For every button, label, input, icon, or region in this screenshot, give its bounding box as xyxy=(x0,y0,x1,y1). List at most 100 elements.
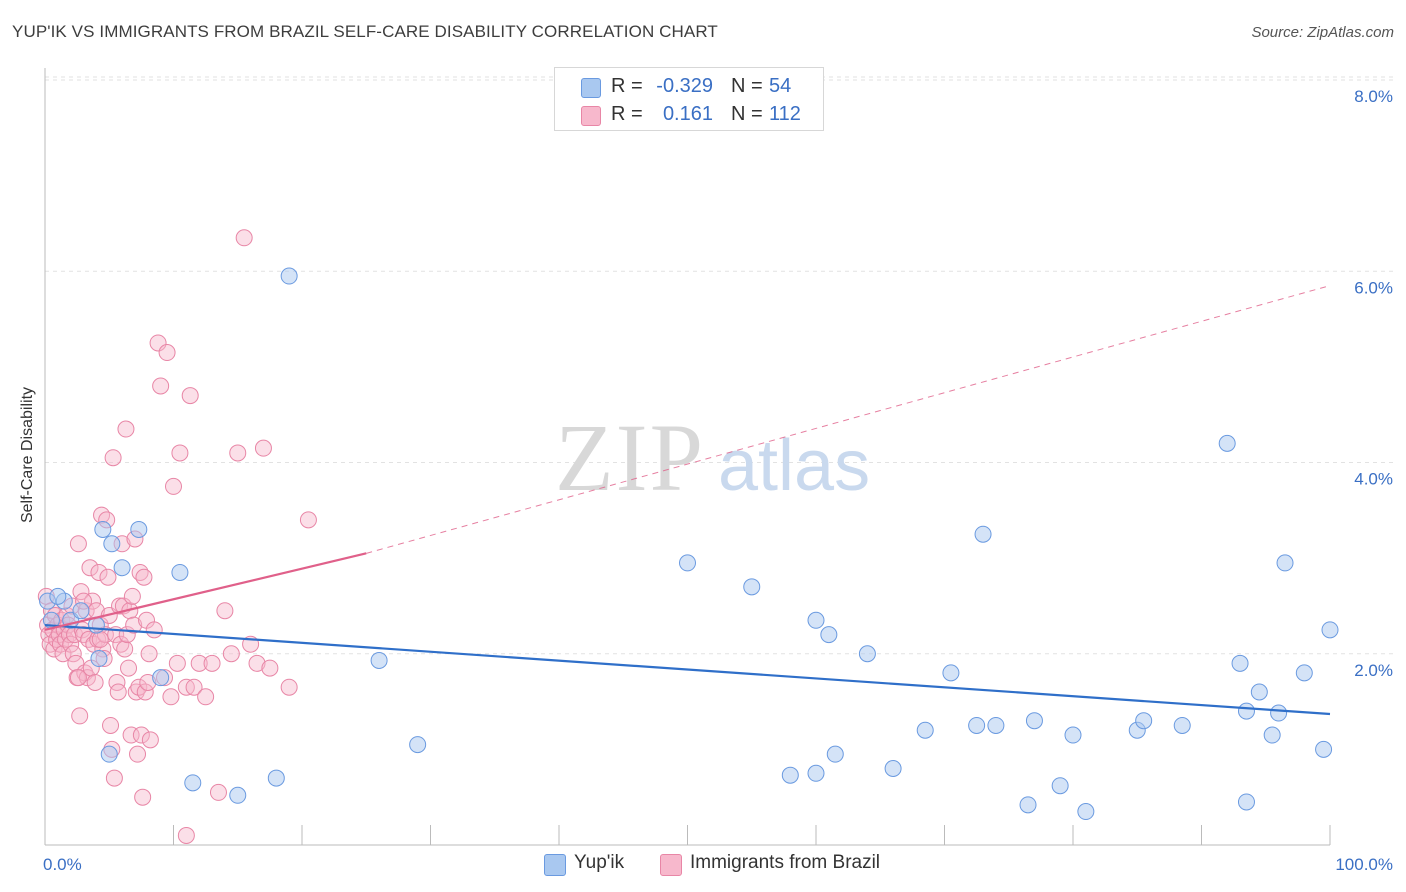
yupik-point xyxy=(942,664,960,682)
yupik-point xyxy=(267,769,285,787)
yupik-point xyxy=(1321,621,1339,639)
yupik-point xyxy=(1237,793,1255,811)
trend-lines xyxy=(44,285,1331,716)
brazil-point xyxy=(135,568,153,586)
brazil-point xyxy=(102,716,120,734)
y-tick-label: 8.0% xyxy=(1354,87,1393,106)
brazil-point xyxy=(248,654,266,672)
brazil-point xyxy=(120,659,138,677)
r-value: 0.161 xyxy=(662,103,713,125)
brazil-point xyxy=(123,587,141,605)
brazil-point xyxy=(235,229,253,247)
brazil-swatch xyxy=(581,106,601,126)
yupik-point xyxy=(743,578,761,596)
brazil-point xyxy=(104,449,122,467)
grid-lines xyxy=(45,76,1395,655)
brazil-point xyxy=(67,654,85,672)
yupik-point xyxy=(1025,712,1043,730)
brazil-point xyxy=(90,563,108,581)
yupik-point xyxy=(1263,726,1281,744)
yupik-point xyxy=(1064,726,1082,744)
yupik-point xyxy=(152,669,170,687)
yupik-point xyxy=(987,716,1005,734)
legend-label-yupik: Yup'ik xyxy=(574,852,625,873)
brazil-point xyxy=(165,477,182,495)
y-tick-label: 2.0% xyxy=(1354,661,1393,680)
brazil-point xyxy=(86,673,104,691)
yupik-point xyxy=(1019,796,1037,814)
brazil-point xyxy=(203,654,221,672)
yupik-point xyxy=(1237,702,1255,720)
brazil-point xyxy=(181,387,199,405)
brazil-point xyxy=(69,535,87,553)
brazil-point xyxy=(80,630,98,648)
x-tick-label: 0.0% xyxy=(43,855,82,874)
brazil-point xyxy=(222,645,240,663)
yupik-point xyxy=(1077,803,1095,821)
brazil-point xyxy=(145,621,163,639)
yupik-point xyxy=(1218,434,1236,452)
brazil-point xyxy=(185,678,203,696)
yupik-point xyxy=(103,535,121,553)
yupik-point xyxy=(807,764,825,782)
yupik-point xyxy=(1173,716,1191,734)
brazil-point xyxy=(127,683,145,701)
yupik-point xyxy=(916,721,934,739)
brazil-point xyxy=(141,731,159,749)
brazil-trend-line-solid xyxy=(44,552,367,631)
yupik-swatch xyxy=(581,78,601,98)
yupik-point xyxy=(370,651,388,669)
brazil-point xyxy=(132,726,150,744)
yupik-point xyxy=(49,587,67,605)
brazil-point xyxy=(149,334,167,352)
y-tick-label: 6.0% xyxy=(1354,278,1393,297)
yupik-point xyxy=(280,267,298,285)
n-value: 112 xyxy=(769,103,801,125)
brazil-point xyxy=(162,688,180,706)
brazil-point xyxy=(72,583,90,601)
series-immigrants-from-brazil xyxy=(37,229,317,844)
r-label: R = xyxy=(611,103,643,125)
brazil-point xyxy=(99,568,117,586)
brazil-point xyxy=(69,669,87,687)
yupik-point xyxy=(884,760,902,777)
stats-legend-row-yupik: R = -0.329 N = 54 xyxy=(555,72,823,102)
yupik-point xyxy=(974,525,992,543)
brazil-point xyxy=(71,707,89,725)
brazil-legend-swatch xyxy=(660,854,682,876)
yupik-point xyxy=(820,626,838,644)
brazil-point xyxy=(299,511,317,529)
yupik-point xyxy=(90,650,108,668)
yupik-point xyxy=(1270,704,1288,722)
brazil-point xyxy=(171,444,189,462)
yupik-point xyxy=(113,559,131,577)
brazil-point xyxy=(229,444,247,462)
brazil-point xyxy=(158,344,176,362)
yupik-point xyxy=(100,745,118,763)
brazil-point xyxy=(84,592,102,610)
watermark: ZIP atlas xyxy=(555,404,870,511)
brazil-point xyxy=(197,688,215,706)
yupik-point xyxy=(858,645,876,663)
brazil-point xyxy=(105,769,123,787)
yupik-point xyxy=(94,520,112,538)
watermark-atlas: atlas xyxy=(718,426,870,506)
source-label: Source: ZipAtlas.com xyxy=(1251,24,1394,41)
yupik-point xyxy=(171,563,189,581)
chart-title: YUP'IK VS IMMIGRANTS FROM BRAZIL SELF-CA… xyxy=(12,22,718,41)
y-tick-labels: 2.0% 4.0% 6.0% 8.0% xyxy=(1354,87,1393,680)
yupik-point xyxy=(781,766,799,784)
x-axis: 0.0% 100.0% xyxy=(43,68,1393,874)
yupik-point xyxy=(1051,777,1069,795)
yupik-point xyxy=(1295,664,1313,682)
x-tick-label: 100.0% xyxy=(1335,855,1393,874)
brazil-point xyxy=(109,683,127,701)
brazil-point xyxy=(122,726,140,744)
brazil-point xyxy=(209,783,227,801)
series-legend: Yup'ik Immigrants from Brazil xyxy=(0,851,1406,877)
brazil-point xyxy=(62,635,80,653)
brazil-point xyxy=(190,654,208,672)
yupik-legend-swatch xyxy=(544,854,566,876)
yupik-point xyxy=(72,602,90,620)
